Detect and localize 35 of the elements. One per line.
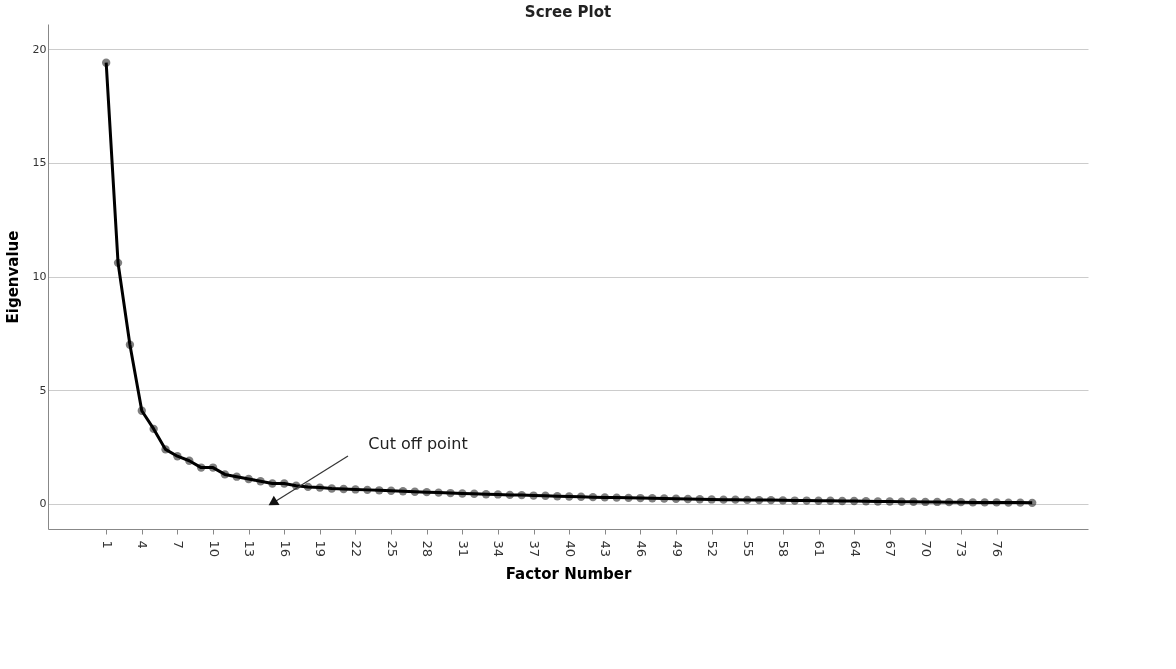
x-tick-label: 55 <box>740 540 756 558</box>
y-tick-label: 0 <box>39 497 47 511</box>
x-tick-label: 37 <box>527 540 543 558</box>
y-axis-title: Eigenvalue <box>3 230 22 324</box>
x-tick-label: 28 <box>420 540 436 558</box>
x-tick-label: 58 <box>776 540 792 558</box>
x-tick-label: 73 <box>954 540 970 558</box>
x-tick-label: 70 <box>918 540 934 558</box>
x-tick-label: 10 <box>206 540 222 558</box>
chart-title: Scree Plot <box>524 3 612 21</box>
x-tick-label: 4 <box>135 540 151 549</box>
y-tick-label: 20 <box>32 42 47 56</box>
x-tick-label: 7 <box>170 540 186 549</box>
x-tick-label: 52 <box>705 540 721 558</box>
x-axis-title: Factor Number <box>505 565 632 584</box>
x-tick-label: 16 <box>277 540 293 558</box>
x-tick-label: 67 <box>883 540 899 558</box>
x-tick-label: 31 <box>455 540 471 558</box>
x-tick-label: 76 <box>990 540 1006 558</box>
x-tick-label: 40 <box>562 540 578 558</box>
y-tick-label: 5 <box>39 383 47 397</box>
x-tick-label: 49 <box>669 540 685 558</box>
x-tick-label: 19 <box>313 540 329 558</box>
x-tick-label: 1 <box>99 540 115 549</box>
y-tick-label: 15 <box>32 156 47 170</box>
x-tick-label: 25 <box>384 540 400 558</box>
annotation: Cut off point <box>368 434 468 453</box>
x-tick-label: 22 <box>348 540 364 558</box>
x-tick-label: 34 <box>491 540 507 558</box>
x-tick-label: 43 <box>598 540 614 558</box>
x-tick-label: 13 <box>242 540 258 558</box>
x-tick-label: 64 <box>847 540 863 558</box>
x-tick-label: 46 <box>633 540 649 558</box>
y-tick-label: 10 <box>32 270 47 283</box>
x-tick-label: 61 <box>812 540 827 558</box>
